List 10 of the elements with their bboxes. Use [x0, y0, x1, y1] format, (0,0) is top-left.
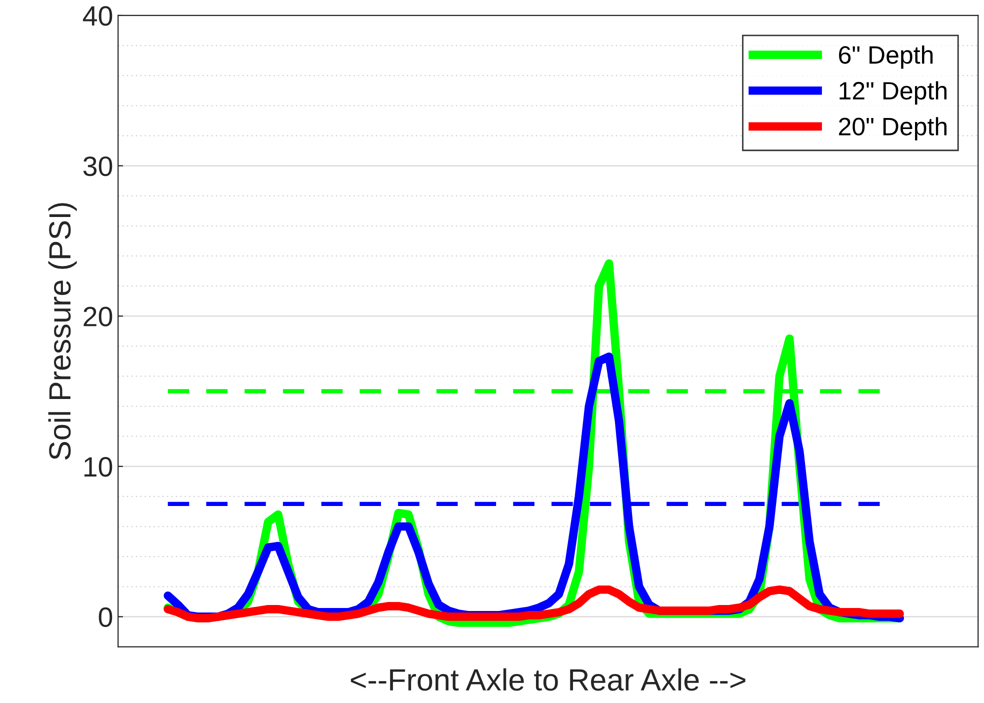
y-axis-title: Soil Pressure (PSI) — [48, 203, 77, 460]
y-tick-label: 30 — [83, 156, 112, 176]
x-axis-title: <--Front Axle to Rear Axle --> — [350, 668, 746, 691]
legend-label: 12" Depth — [840, 81, 946, 105]
y-tick-label: 20 — [84, 306, 112, 326]
y-tick-label: 40 — [82, 6, 112, 26]
legend-label: 6" Depth — [839, 45, 933, 69]
legend-label: 20" Depth — [839, 117, 946, 140]
y-tick-label: 10 — [84, 457, 112, 477]
y-tick-label: 0 — [98, 607, 112, 628]
